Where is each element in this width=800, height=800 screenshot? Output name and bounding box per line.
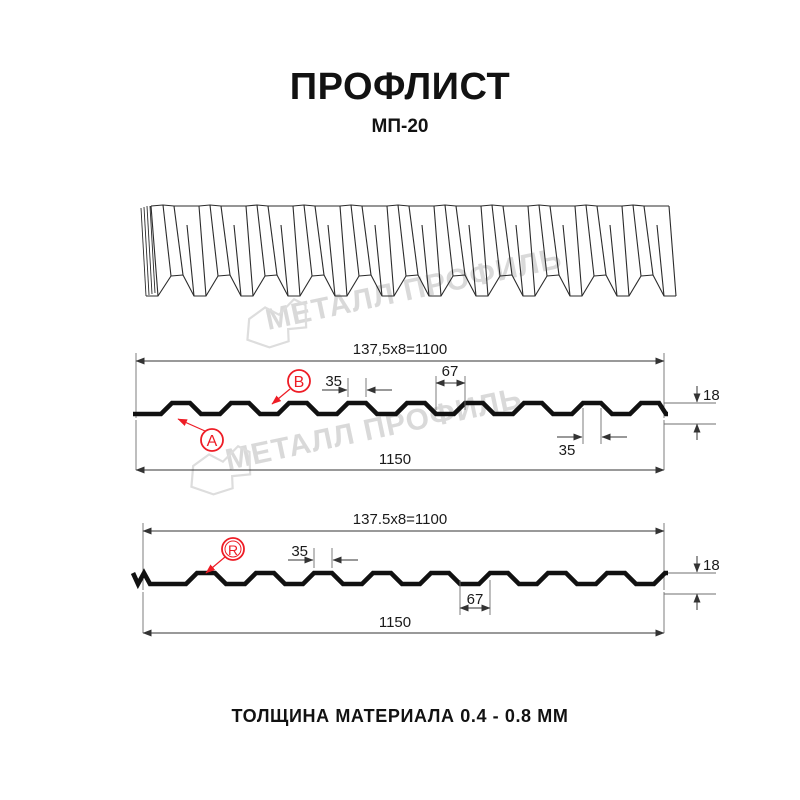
dimension-flat-67-bottom: 67 bbox=[459, 580, 491, 615]
section-view-bottom: 137.5x8=1100 35 67 18 1150 bbox=[130, 511, 720, 637]
dimension-rib-top-35-bottom: 35 bbox=[288, 543, 358, 568]
watermark-text: МЕТАЛЛ ПРОФИЛЬ bbox=[223, 382, 525, 477]
dimension-rib-bottom-35-label: 35 bbox=[559, 442, 576, 459]
profile-polyline-bottom bbox=[130, 568, 668, 590]
dimension-rib-top-35: 35 bbox=[322, 373, 392, 397]
dimension-height-18-bottom: 18 bbox=[693, 556, 720, 610]
dimension-rib-top-35-label: 35 bbox=[325, 373, 342, 390]
page-subtitle-model: МП-20 bbox=[371, 116, 429, 137]
dimension-rib-top-35-bottom-label: 35 bbox=[291, 543, 308, 560]
profile-polyline-top bbox=[133, 400, 668, 417]
watermark-group: МЕТАЛЛ ПРОФИЛЬ МЕТАЛЛ ПРОФИЛЬ bbox=[190, 242, 565, 496]
dimension-height-18-top: 18 bbox=[693, 386, 720, 440]
callout-a: A bbox=[177, 418, 224, 452]
dimension-overall-bottom: 1150 bbox=[142, 614, 665, 637]
isometric-profile-view bbox=[140, 204, 677, 297]
callout-r-label: R bbox=[228, 542, 238, 558]
dimension-height-18-bottom-label: 18 bbox=[703, 557, 720, 574]
callout-b: B bbox=[271, 369, 311, 405]
dimension-height-18-top-label: 18 bbox=[703, 387, 720, 404]
dimension-flat-67-top-label: 67 bbox=[442, 363, 459, 380]
iso-depth-lines bbox=[150, 204, 677, 297]
material-thickness-note: ТОЛЩИНА МАТЕРИАЛА 0.4 - 0.8 ММ bbox=[231, 706, 569, 726]
watermark-logo bbox=[246, 297, 308, 349]
dimension-overall-top-label: 1150 bbox=[379, 451, 411, 468]
dimension-flat-67-top: 67 bbox=[435, 363, 466, 410]
dimension-overall-bottom-label: 1150 bbox=[379, 614, 411, 631]
callout-a-label: A bbox=[207, 433, 218, 450]
page-title: ПРОФЛИСТ bbox=[289, 66, 511, 108]
callout-r: R bbox=[205, 537, 245, 574]
dimension-pitch-top-label: 137,5x8=1100 bbox=[353, 341, 447, 358]
iso-bottom-edge bbox=[146, 274, 676, 297]
dimension-overall-top: 1150 bbox=[135, 451, 665, 474]
sheet-edge-thickness bbox=[140, 205, 156, 297]
dimension-pitch-top: 137,5x8=1100 bbox=[135, 341, 665, 365]
section-view-top: 137,5x8=1100 35 67 35 bbox=[133, 341, 720, 474]
dimension-flat-67-bottom-label: 67 bbox=[467, 591, 484, 608]
dimension-pitch-bottom: 137.5x8=1100 bbox=[142, 511, 665, 535]
watermark-logo bbox=[190, 444, 252, 496]
dimension-pitch-bottom-label: 137.5x8=1100 bbox=[353, 511, 447, 528]
callout-b-label: B bbox=[294, 374, 305, 391]
dimension-rib-bottom-35: 35 bbox=[557, 408, 627, 459]
